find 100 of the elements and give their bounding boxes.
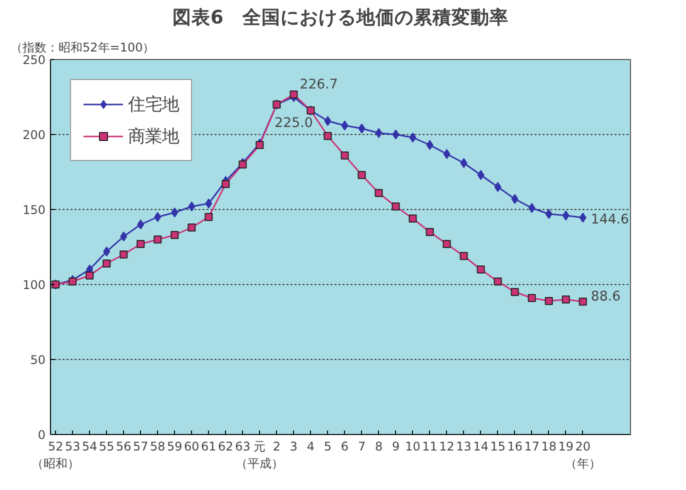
text: （昭和） [32,456,80,470]
x-tick-label: 57 [133,440,148,454]
data-label: 226.7 [300,77,338,92]
point [460,252,468,260]
point [375,128,382,138]
point [68,278,77,286]
point [494,278,502,286]
chart-title: 図表6 全国における地価の累積変動率 [172,6,508,28]
point [442,240,451,248]
x-tick-label: 63 [235,440,250,454]
x-tick-label: 55 [98,440,114,454]
x-tick-label: 53 [64,440,80,454]
point [324,116,332,126]
point [510,288,519,296]
x-tick-label: 56 [116,440,132,454]
point [426,140,434,150]
point [358,171,366,179]
x-tick-label: 元 [254,440,266,454]
point [409,132,416,142]
point [171,208,178,218]
point [154,236,162,244]
x-tick-label: 62 [218,440,234,454]
point [392,130,400,140]
point [562,296,570,304]
point [494,182,502,192]
point [528,203,536,213]
data-label: 225.0 [274,116,313,131]
y-tick-label: 250 [22,53,46,67]
point [188,202,196,212]
y-tick-label: 150 [22,203,46,217]
point [205,198,212,208]
point [358,124,366,134]
x-tick-label: 11 [422,440,438,454]
text: （平成） [236,456,284,470]
point [222,180,230,188]
point [511,194,518,204]
point [341,120,348,130]
x-tick-label: 9 [392,440,400,454]
data-label: 88.6 [590,290,621,305]
x-tick-label: 59 [167,440,182,454]
x-tick-label: 19 [558,440,574,454]
point [188,224,196,232]
x-tick-label: 7 [358,440,366,454]
point [544,297,553,305]
y-axis-title: （指数：昭和52年=100） [10,40,155,54]
point [324,132,332,140]
x-tick-label: 4 [306,440,315,454]
point [408,214,417,222]
x-tick-label: 15 [490,440,506,454]
point [340,152,349,160]
x-tick-label: 61 [201,440,216,454]
x-tick-label: 18 [541,440,557,454]
point [562,210,570,220]
point [154,212,162,222]
x-tick-label: 8 [374,440,383,454]
y-tick-label: 0 [38,428,46,442]
point [256,141,264,149]
point [443,149,450,159]
point [120,232,128,242]
x-tick-label: 14 [473,440,488,454]
legend-label: 商業地 [128,126,179,148]
point [170,231,179,239]
point [86,272,94,280]
x-tick-label: 52 [48,440,64,454]
point [120,250,128,258]
data-label: 144.6 [590,212,630,228]
x-tick-label: 6 [340,440,349,454]
point [426,228,434,236]
y-tick-label: 50 [30,353,46,367]
x-tick-label: 20 [575,440,591,454]
point [392,202,400,210]
point [477,170,484,180]
x-tick-label: 58 [150,440,166,454]
point [290,90,298,98]
x-tick-label: 12 [439,440,454,454]
point [103,246,110,256]
x-tick-label: 5 [324,440,332,454]
x-tick-label: 17 [524,440,540,454]
x-tick-label: 16 [507,440,522,454]
point [579,212,586,223]
y-tick-label: 100 [22,278,46,292]
legend-label: 住宅地 [128,94,179,116]
x-tick-label: 2 [272,440,281,454]
x-tick-label: 13 [456,440,472,454]
x-tick-label: 60 [184,440,200,454]
x-tick-label: 3 [290,440,298,454]
point [136,240,145,248]
point [238,160,247,168]
point [102,260,111,268]
point [476,266,485,274]
text: （年） [564,456,601,470]
point [374,189,383,197]
point [545,209,552,219]
x-tick-label: 10 [405,440,420,454]
point [528,294,536,302]
point [578,298,587,306]
x-tick-label: 54 [82,440,98,454]
point [204,213,213,221]
point [137,220,144,230]
y-tick-label: 200 [22,128,46,142]
